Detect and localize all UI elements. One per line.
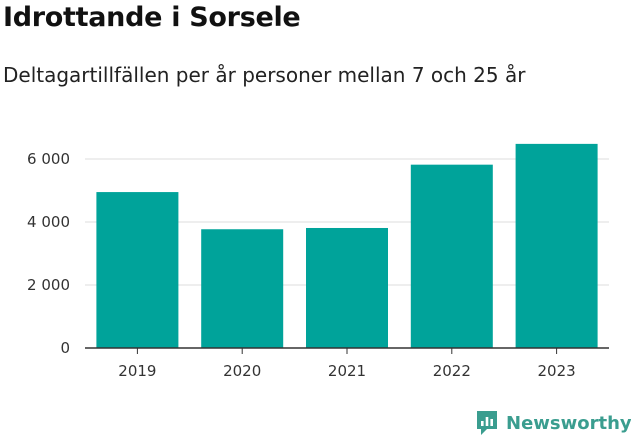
newsworthy-logo-icon: [477, 411, 497, 435]
y-tick-label: 4 000: [27, 213, 70, 231]
bar: [515, 143, 598, 348]
bar: [410, 164, 493, 348]
newsworthy-brand: Newsworthy: [475, 408, 631, 438]
chart-title: Idrottande i Sorsele: [3, 2, 301, 33]
bar: [306, 227, 388, 348]
brand-name: Newsworthy: [506, 412, 631, 434]
bar: [201, 229, 284, 348]
x-tick-label: 2019: [118, 362, 156, 380]
chart-subtitle: Deltagartillfällen per år personer mella…: [3, 63, 526, 87]
x-tick-label: 2020: [223, 362, 261, 380]
y-tick-label: 0: [60, 339, 70, 357]
bar: [96, 192, 179, 348]
y-tick-label: 2 000: [27, 276, 70, 294]
x-tick-label: 2022: [433, 362, 471, 380]
y-tick-label: 6 000: [27, 150, 70, 168]
x-tick-label: 2021: [328, 362, 366, 380]
x-tick-label: 2023: [538, 362, 576, 380]
